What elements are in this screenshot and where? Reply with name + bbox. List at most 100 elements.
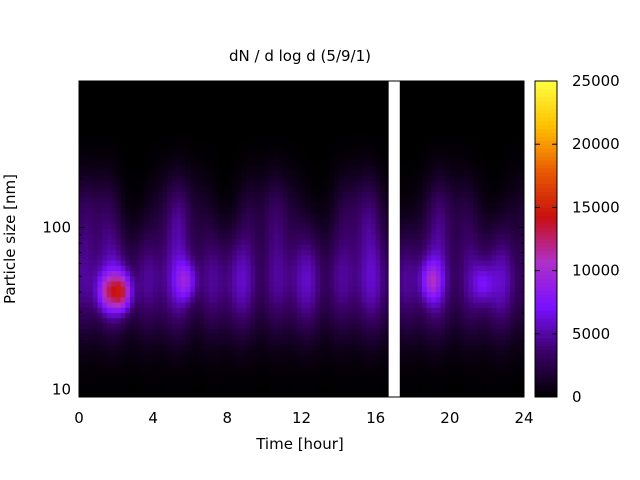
heatmap-cell [180, 265, 187, 271]
heatmap-cell [199, 370, 205, 377]
heatmap-cell [310, 244, 316, 250]
heatmap-cell [445, 260, 451, 266]
heatmap-cell [171, 117, 177, 124]
heatmap-cell [347, 217, 353, 224]
heatmap-cell [347, 239, 353, 245]
heatmap-cell [102, 207, 108, 214]
heatmap-cell [440, 202, 446, 208]
heatmap-cell [269, 339, 275, 345]
heatmap-cell [227, 123, 233, 129]
heatmap-cell [204, 386, 210, 393]
heatmap-cell [463, 307, 469, 314]
heatmap-cell [463, 354, 469, 361]
heatmap-cell [384, 254, 390, 261]
heatmap-cell [241, 365, 247, 372]
heatmap-cell [190, 307, 196, 314]
heatmap-cell [102, 133, 108, 140]
heatmap-cell [292, 370, 298, 377]
heatmap-cell [282, 233, 288, 240]
heatmap-cell [375, 239, 381, 245]
heatmap-cell [361, 228, 367, 235]
heatmap-cell [347, 244, 353, 250]
heatmap-cell [148, 128, 154, 135]
heatmap-cell [199, 296, 205, 303]
heatmap-cell [180, 117, 187, 124]
heatmap-cell [143, 202, 149, 208]
heatmap-cell [129, 323, 136, 329]
heatmap-cell [153, 265, 159, 271]
heatmap-cell [157, 249, 163, 256]
heatmap-cell [375, 286, 381, 293]
heatmap-cell [403, 160, 409, 166]
heatmap-cell [116, 265, 122, 271]
heatmap-cell [180, 318, 187, 324]
heatmap-cell [194, 307, 200, 314]
heatmap-cell [361, 186, 367, 192]
heatmap-cell [282, 160, 288, 166]
heatmap-cell [139, 281, 145, 287]
heatmap-cell [241, 165, 247, 171]
heatmap-cell [459, 333, 465, 340]
heatmap-cell [347, 328, 353, 335]
heatmap-cell [148, 386, 154, 393]
heatmap-cell [83, 196, 89, 203]
heatmap-cell [310, 186, 316, 192]
heatmap-cell [111, 196, 117, 203]
heatmap-cell [231, 249, 238, 256]
heatmap-cell [296, 202, 302, 208]
heatmap-cell [264, 260, 270, 266]
heatmap-cell [139, 381, 145, 387]
heatmap-cell [347, 375, 353, 382]
heatmap-cell [171, 228, 177, 235]
heatmap-cell [320, 365, 326, 372]
heatmap-cell [250, 296, 256, 303]
heatmap-cell [250, 312, 256, 319]
heatmap-cell [116, 275, 122, 282]
heatmap-cell [422, 333, 428, 340]
heatmap-cell [384, 117, 390, 124]
heatmap-cell [426, 365, 432, 372]
heatmap-cell [306, 349, 312, 356]
heatmap-cell [287, 186, 293, 192]
heatmap-cell [259, 296, 265, 303]
heatmap-cell [204, 160, 210, 166]
heatmap-cell [287, 291, 293, 298]
heatmap-cell [361, 344, 367, 350]
heatmap-cell [208, 375, 214, 382]
heatmap-cell [176, 312, 182, 319]
heatmap-cell [320, 117, 326, 124]
heatmap-cell [357, 296, 363, 303]
heatmap-cell [143, 149, 149, 156]
heatmap-cell [227, 360, 233, 366]
heatmap-cell [199, 149, 205, 156]
heatmap-cell [208, 391, 214, 398]
heatmap-cell [431, 291, 437, 298]
heatmap-cell [194, 133, 200, 140]
heatmap-cell [111, 312, 117, 319]
heatmap-cell [352, 318, 358, 324]
heatmap-cell [287, 212, 293, 219]
heatmap-cell [320, 339, 326, 345]
heatmap-cell [218, 123, 224, 129]
heatmap-cell [83, 302, 89, 308]
heatmap-cell [296, 181, 302, 187]
heatmap-cell [222, 91, 228, 98]
heatmap-cell [245, 302, 251, 308]
heatmap-cell [79, 275, 85, 282]
heatmap-cell [92, 249, 98, 256]
heatmap-cell [431, 217, 437, 224]
heatmap-cell [468, 202, 474, 208]
heatmap-cell [264, 160, 270, 166]
heatmap-cell [292, 233, 298, 240]
heatmap-cell [338, 386, 344, 393]
heatmap-cell [338, 107, 344, 113]
heatmap-cell [79, 318, 85, 324]
heatmap-cell [185, 328, 191, 335]
heatmap-cell [269, 117, 275, 124]
heatmap-cell [79, 375, 85, 382]
heatmap-cell [241, 312, 247, 319]
heatmap-cell [153, 175, 159, 182]
heatmap-cell [338, 286, 344, 293]
heatmap-cell [241, 339, 247, 345]
heatmap-cell [102, 281, 108, 287]
